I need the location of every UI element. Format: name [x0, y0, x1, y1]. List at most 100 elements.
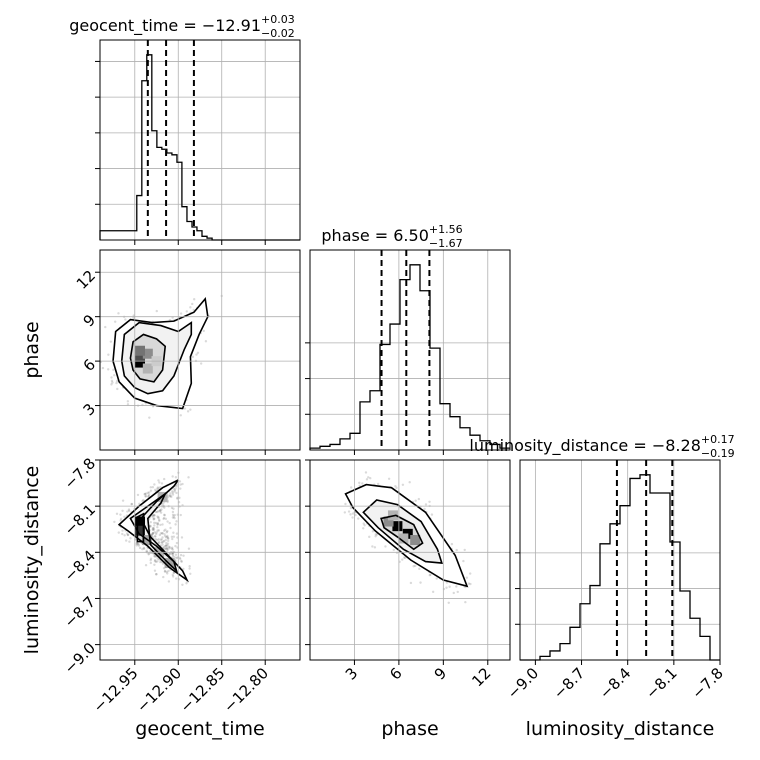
- scatter-point: [110, 383, 113, 386]
- scatter-point: [174, 553, 178, 556]
- scatter-point: [376, 482, 380, 486]
- scatter-point: [119, 513, 122, 516]
- scatter-point: [121, 532, 124, 536]
- scatter-point: [159, 538, 163, 541]
- scatter-point: [188, 567, 191, 570]
- scatter-point: [175, 577, 178, 580]
- scatter-point: [414, 499, 417, 502]
- x-tick-label: −7.8: [688, 664, 726, 702]
- scatter-point: [168, 495, 172, 498]
- scatter-point: [445, 586, 448, 589]
- scatter-point: [168, 546, 172, 549]
- scatter-point: [116, 387, 119, 391]
- scatter-point: [152, 518, 155, 521]
- scatter-point: [164, 547, 167, 550]
- scatter-point: [135, 541, 139, 545]
- panel-frame-geocent_time-phase: [99, 249, 301, 451]
- scatter-point: [387, 477, 391, 480]
- scatter-point: [160, 541, 163, 544]
- scatter-point: [157, 540, 161, 543]
- histogram-bar: [172, 155, 177, 240]
- scatter-point: [153, 483, 156, 486]
- scatter-point: [162, 502, 165, 505]
- scatter-point: [401, 558, 404, 561]
- scatter-point: [403, 556, 407, 560]
- scatter-point: [185, 310, 188, 313]
- y-tick-label: 12: [73, 267, 99, 293]
- contour-line: [117, 479, 189, 583]
- histogram-frame-luminosity_distance: [519, 459, 721, 661]
- scatter-point: [159, 511, 163, 514]
- density-cell: [135, 525, 145, 536]
- scatter-point: [175, 541, 179, 545]
- histogram-bar: [560, 644, 570, 660]
- y-axis-label: luminosity_distance: [21, 466, 43, 655]
- contour-fill: [119, 480, 187, 580]
- scatter-point: [168, 552, 171, 556]
- scatter-point: [171, 516, 175, 519]
- scatter-point: [349, 513, 352, 516]
- scatter-point: [179, 557, 182, 561]
- scatter-point: [179, 312, 183, 315]
- panel-title-minus: −1.67: [429, 237, 463, 250]
- scatter-point: [153, 514, 156, 517]
- scatter-point: [145, 492, 148, 495]
- scatter-point: [123, 515, 126, 518]
- scatter-point: [171, 553, 175, 556]
- scatter-point: [171, 493, 175, 496]
- contour-line: [362, 499, 443, 564]
- density-cell: [142, 348, 153, 359]
- scatter-point: [374, 533, 377, 536]
- x-tick-label: −9.0: [504, 664, 542, 702]
- scatter-point: [162, 539, 166, 543]
- x-tick-label: −8.1: [642, 664, 680, 702]
- scatter-point: [156, 525, 159, 529]
- scatter-point: [384, 545, 387, 548]
- scatter-point: [170, 552, 174, 556]
- scatter-point: [468, 572, 472, 575]
- scatter-point: [161, 532, 164, 535]
- scatter-point: [126, 403, 130, 406]
- scatter-point: [180, 559, 183, 563]
- scatter-point: [128, 540, 131, 543]
- scatter-point: [145, 549, 148, 552]
- scatter-point: [171, 554, 175, 558]
- scatter-point: [182, 554, 185, 557]
- scatter-point: [173, 516, 176, 520]
- scatter-point: [158, 508, 162, 512]
- scatter-point: [469, 582, 472, 586]
- scatter-point: [186, 410, 190, 413]
- x-tick-label: −12.85: [177, 664, 229, 716]
- scatter-point: [151, 486, 155, 489]
- scatter-point: [166, 535, 169, 539]
- scatter-point: [171, 537, 174, 541]
- scatter-point: [349, 506, 353, 510]
- scatter-point: [148, 416, 151, 419]
- scatter-point: [158, 518, 161, 522]
- x-tick-label: 12: [468, 664, 494, 690]
- scatter-point: [354, 513, 357, 517]
- scatter-point: [117, 312, 120, 315]
- scatter-point: [149, 524, 152, 528]
- scatter-point: [154, 521, 158, 525]
- scatter-point: [170, 506, 174, 510]
- scatter-point: [169, 492, 172, 495]
- scatter-point: [409, 581, 413, 585]
- scatter-point: [155, 531, 158, 534]
- scatter-point: [163, 513, 166, 517]
- scatter-point: [164, 535, 167, 538]
- histogram-bar: [600, 544, 610, 660]
- scatter-point: [191, 355, 195, 359]
- density-cell: [383, 516, 394, 527]
- scatter-point: [151, 528, 155, 531]
- scatter-point: [174, 476, 178, 479]
- scatter-point: [158, 510, 161, 513]
- scatter-point: [189, 572, 192, 575]
- scatter-point: [151, 531, 155, 535]
- scatter-point: [412, 565, 415, 568]
- scatter-point: [419, 581, 422, 584]
- scatter-point: [429, 573, 432, 576]
- scatter-point: [141, 499, 144, 503]
- scatter-point: [153, 524, 156, 527]
- scatter-point: [143, 492, 147, 496]
